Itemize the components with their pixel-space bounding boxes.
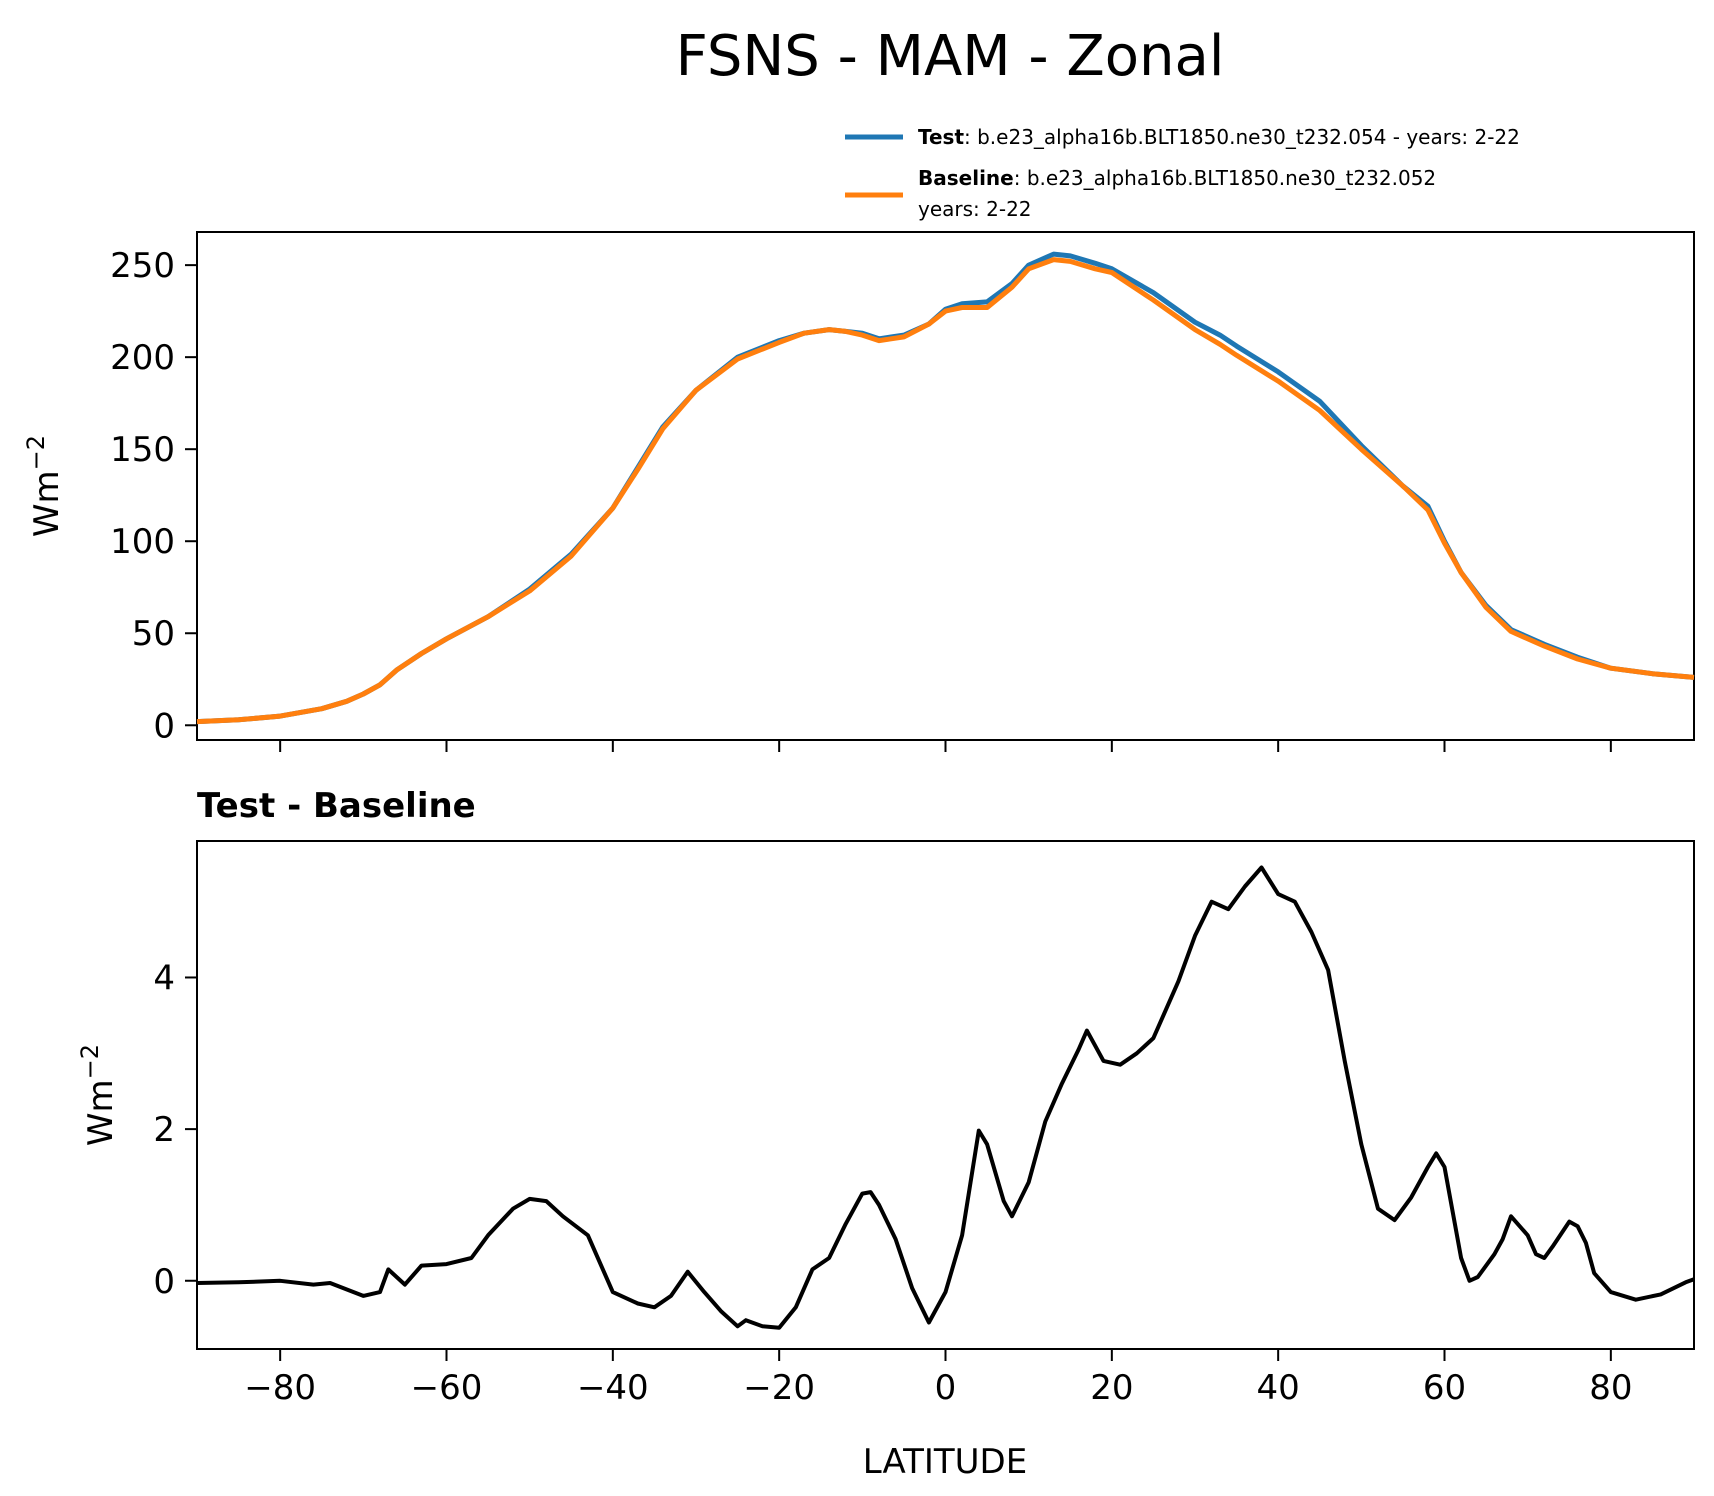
x-tick-label: 40 (1257, 1368, 1300, 1408)
x-tick-label: 60 (1423, 1368, 1466, 1408)
y-tick-label: 150 (110, 430, 175, 470)
y-tick-label: 100 (110, 522, 175, 562)
x-tick-label: −40 (577, 1368, 649, 1408)
y-tick-label: 250 (110, 246, 175, 286)
bottom-plot-frame (196, 840, 1695, 1350)
bottom-series-group (196, 865, 1695, 1330)
difference-panel-title: Test - Baseline (197, 786, 476, 826)
y-tick-label: 0 (153, 706, 175, 746)
bottom-y-axis-label: Wm−2 (76, 1044, 121, 1146)
x-tick-label: −80 (244, 1368, 316, 1408)
legend-label-baseline: Baseline: b.e23_alpha16b.BLT1850.ne30_t2… (918, 166, 1436, 190)
x-tick-label: 0 (935, 1368, 957, 1408)
x-tick-label: −20 (743, 1368, 815, 1408)
x-axis-label: LATITUDE (863, 1442, 1027, 1482)
x-tick-label: 20 (1090, 1368, 1133, 1408)
y-tick-label: 200 (110, 338, 175, 378)
series-line-baseline (196, 257, 1695, 725)
x-tick-label: 80 (1589, 1368, 1632, 1408)
legend: Test: b.e23_alpha16b.BLT1850.ne30_t232.0… (845, 125, 1520, 221)
top-y-ticks: 0 50 100 150 200 250 (110, 246, 197, 746)
top-series-group (196, 251, 1695, 725)
bottom-x-ticks: −80 −60 −40 −20 0 20 40 60 80 (244, 1349, 1632, 1408)
series-line-test-baseline (196, 865, 1695, 1330)
difference-panel: Test - Baseline 0 2 4 −80 −60 −40 −20 0 20 40 60 8… (76, 786, 1695, 1482)
y-tick-label: 4 (153, 958, 175, 998)
top-x-ticks (279, 740, 1612, 752)
figure-title: FSNS - MAM - Zonal (676, 24, 1225, 89)
y-tick-label: 2 (153, 1110, 175, 1150)
legend-label-baseline-line2: years: 2-22 (918, 197, 1032, 221)
y-tick-label: 0 (153, 1262, 175, 1302)
x-tick-label: −60 (411, 1368, 483, 1408)
legend-label-test: Test: b.e23_alpha16b.BLT1850.ne30_t232.0… (918, 125, 1520, 149)
top-y-axis-label: Wm−2 (22, 435, 67, 537)
zonal-mean-panel: 0 50 100 150 200 250 Wm−2 (22, 231, 1695, 752)
y-tick-label: 50 (132, 614, 175, 654)
bottom-y-ticks: 0 2 4 (153, 958, 197, 1302)
